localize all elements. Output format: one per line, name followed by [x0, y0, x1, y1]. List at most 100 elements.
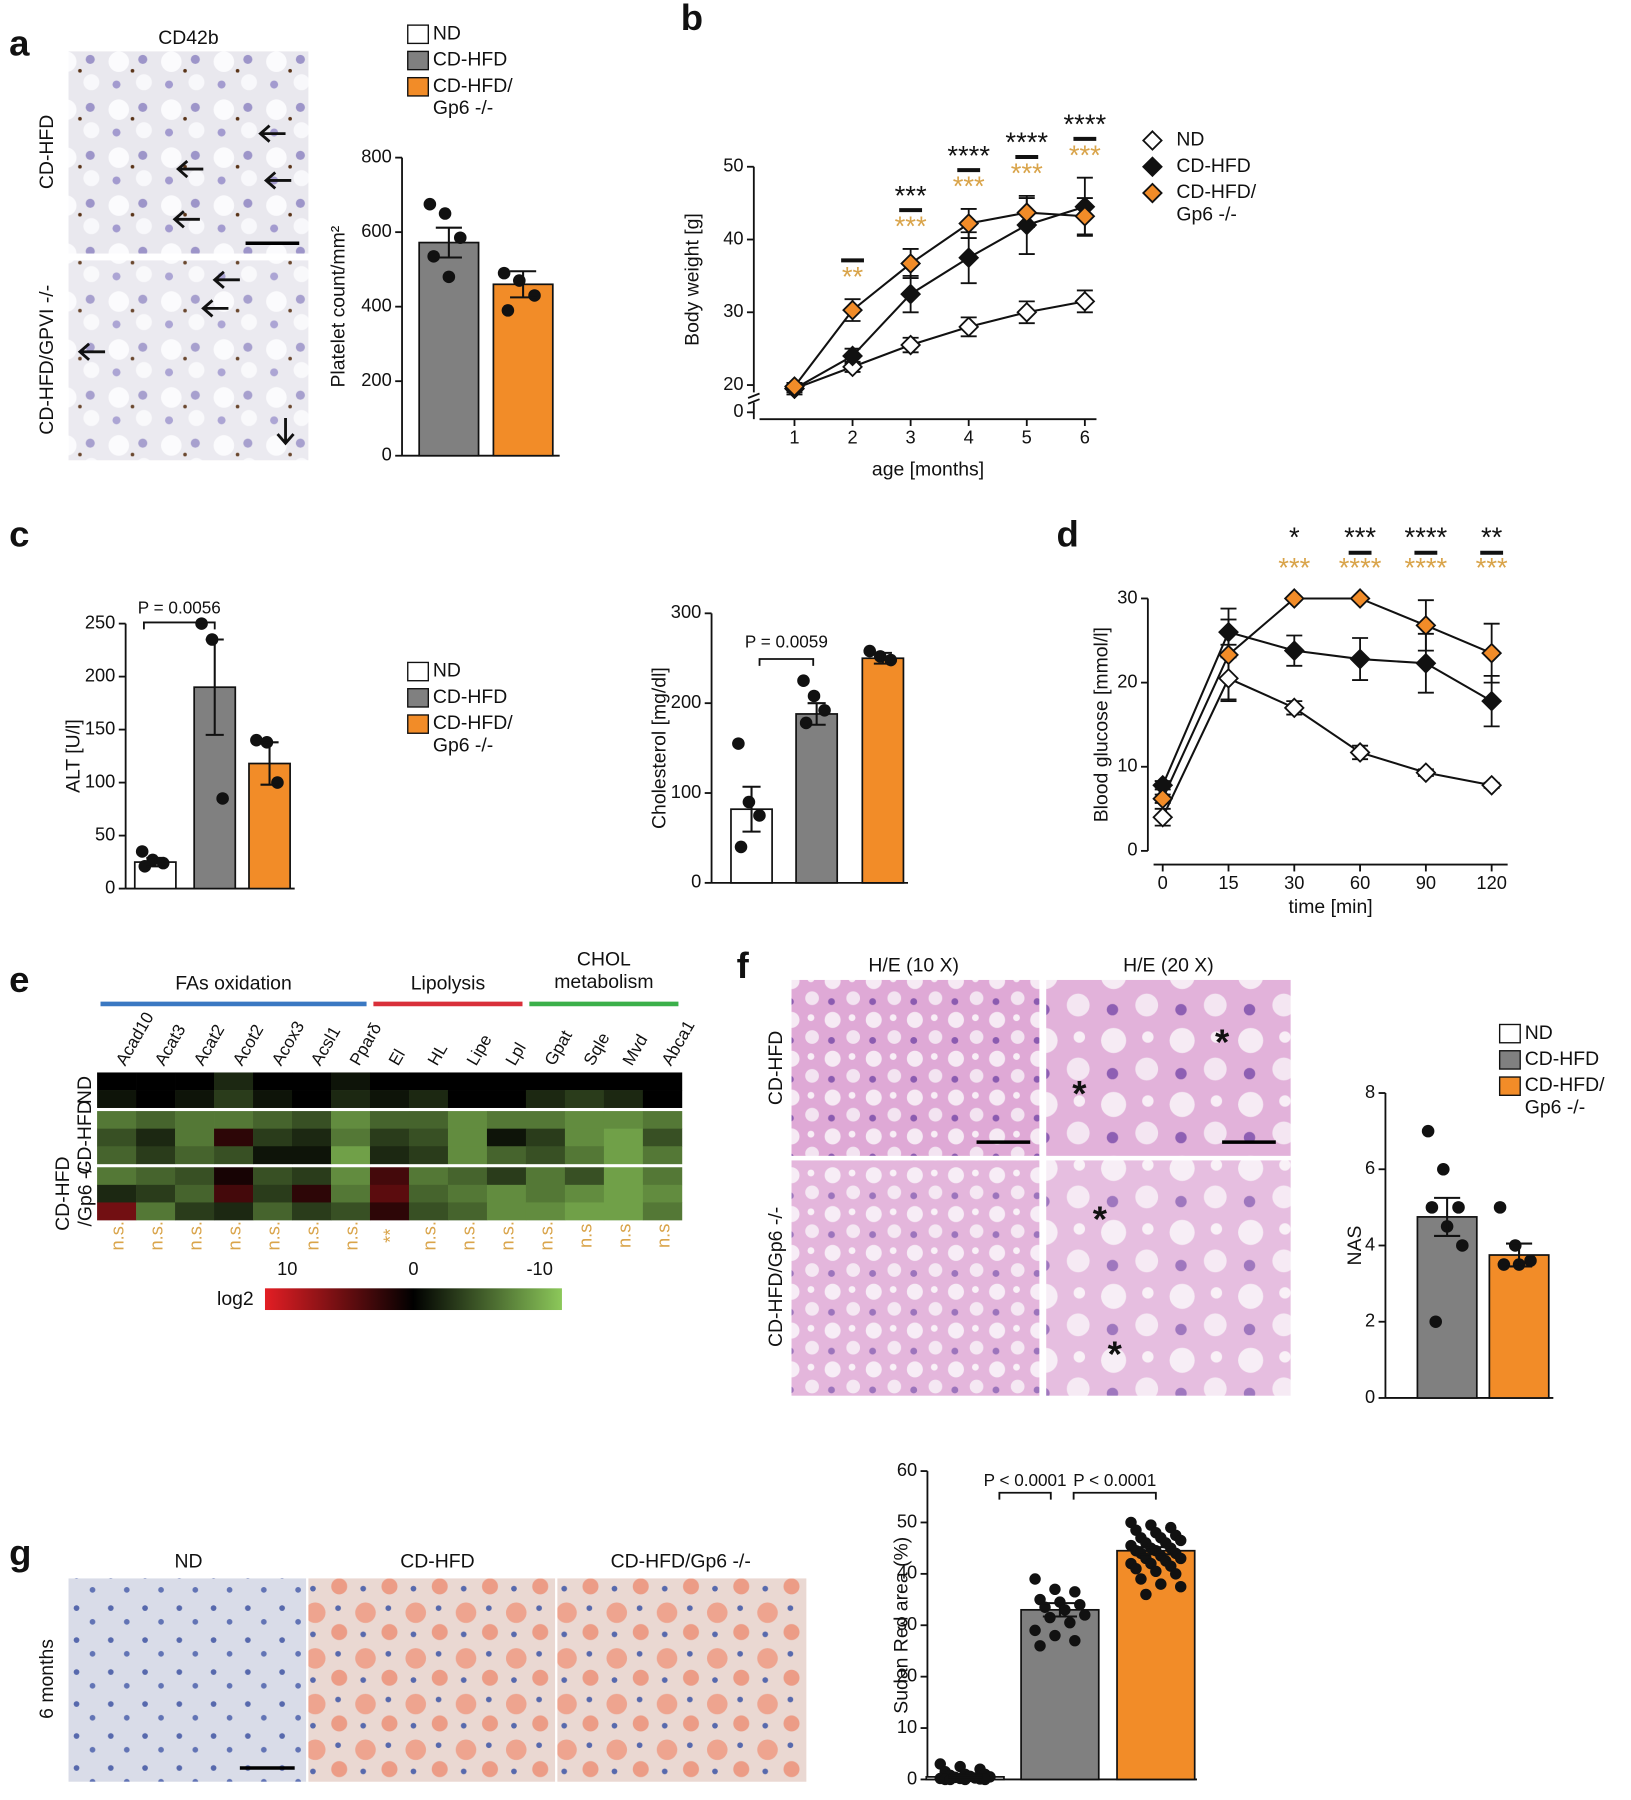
heat-cell	[214, 1146, 254, 1165]
heat-cell	[603, 1128, 644, 1147]
heat-cell	[292, 1202, 332, 1221]
heat-cell	[408, 1167, 449, 1186]
data-point	[138, 860, 152, 873]
data-point	[1029, 1624, 1041, 1637]
data-point	[1029, 1573, 1041, 1585]
y-axis-label: Platelet count/mm²	[327, 225, 349, 387]
legend-label: ND	[433, 22, 461, 44]
heat-cell	[603, 1146, 644, 1165]
heat-cell	[642, 1202, 683, 1221]
data-point	[753, 809, 766, 822]
marker	[842, 299, 863, 321]
panel-letter: d	[1056, 513, 1078, 554]
heat-cell	[603, 1184, 644, 1203]
row-label: CD-HFD/Gp6 -/-	[52, 1156, 96, 1230]
marker	[1016, 202, 1038, 224]
data-point	[1140, 1588, 1152, 1601]
significance: ***	[1011, 158, 1043, 189]
data-point	[1452, 1201, 1465, 1214]
series-line	[1161, 630, 1493, 786]
heat-cell	[292, 1072, 332, 1091]
y-tick-label: 0	[907, 1767, 917, 1788]
significance: *	[1289, 521, 1300, 552]
y-tick-label: 0	[382, 444, 392, 465]
heat-cell	[292, 1090, 332, 1108]
heat-cell	[564, 1146, 605, 1165]
heat-cell	[447, 1128, 488, 1147]
image-row-label: CD-HFD/GPVI -/-	[36, 285, 58, 435]
y-tick-label: 150	[85, 717, 115, 738]
column-label: Mvd	[618, 1031, 652, 1069]
heat-cell	[369, 1202, 410, 1221]
marker	[1016, 301, 1038, 323]
column-label: El	[384, 1046, 409, 1069]
significance: n.s.	[497, 1221, 518, 1250]
heat-cell	[330, 1184, 371, 1203]
significance: ***	[1344, 521, 1376, 552]
marker	[1016, 214, 1038, 236]
significance: n.s.	[302, 1221, 323, 1250]
heat-cell	[486, 1146, 527, 1165]
heat-cell	[369, 1090, 410, 1108]
data-point	[1429, 1315, 1442, 1329]
heat-cell	[408, 1128, 449, 1147]
heat-cell	[253, 1072, 293, 1091]
legend-swatch	[407, 688, 429, 708]
marker	[1349, 742, 1371, 763]
heat-cell	[369, 1146, 410, 1165]
heat-cell	[136, 1202, 176, 1221]
column-label: Acsl1	[306, 1022, 344, 1068]
colorbar-tick-label: 0	[408, 1258, 418, 1279]
data-point	[1155, 1578, 1167, 1590]
heat-cell	[525, 1128, 566, 1147]
marker	[900, 283, 922, 305]
marker	[1283, 640, 1305, 662]
column-label: Pparδ	[345, 1019, 385, 1069]
significance: n.s.	[146, 1221, 167, 1250]
y-tick-label: 4	[1365, 1233, 1375, 1254]
significance: ****	[1005, 127, 1048, 158]
heat-cell	[175, 1146, 215, 1165]
x-tick-label: 3	[906, 426, 916, 447]
heat-cell	[214, 1128, 254, 1147]
heat-cell	[253, 1146, 293, 1165]
data-point	[1175, 1580, 1187, 1593]
heat-cell	[136, 1090, 176, 1108]
heat-cell	[97, 1090, 137, 1108]
image-row-label: CD-HFD	[765, 1031, 787, 1105]
significance: n.s.	[341, 1221, 362, 1250]
data-point	[1079, 1609, 1091, 1621]
marker	[958, 316, 980, 338]
significance: n.s.	[224, 1221, 245, 1250]
heat-cell	[97, 1202, 137, 1221]
heat-cell	[292, 1184, 332, 1203]
data-point	[216, 792, 229, 805]
heat-cell	[136, 1072, 176, 1091]
x-tick-label: 60	[1350, 872, 1370, 893]
significance: n.s.	[107, 1221, 128, 1250]
heat-cell	[525, 1146, 566, 1165]
heat-cell	[642, 1167, 683, 1186]
legend-label: CD-HFD/Gp6 -/-	[1176, 181, 1256, 225]
heat-cell	[97, 1146, 137, 1165]
heat-cell	[603, 1072, 644, 1091]
heat-cell	[97, 1111, 137, 1129]
marker	[1152, 806, 1174, 828]
data-point	[1069, 1586, 1081, 1598]
heat-cell	[525, 1111, 566, 1129]
y-tick-label: 6	[1365, 1157, 1375, 1178]
significance: n.s	[575, 1224, 596, 1248]
y-tick-label: 50	[723, 155, 743, 176]
column-label: Lipe	[462, 1031, 496, 1069]
data-point	[1437, 1162, 1450, 1176]
bracket	[1072, 1491, 1157, 1500]
y-tick-label: 8	[1365, 1081, 1375, 1102]
significance: ****	[1405, 521, 1448, 552]
heat-cell	[330, 1072, 371, 1091]
data-point	[528, 289, 541, 302]
y-tick-label: 30	[897, 1613, 917, 1634]
y-tick-label: 30	[723, 300, 743, 321]
data-point	[250, 733, 263, 747]
row-label: ND	[74, 1076, 96, 1104]
legend-label: CD-HFD	[1176, 155, 1250, 177]
